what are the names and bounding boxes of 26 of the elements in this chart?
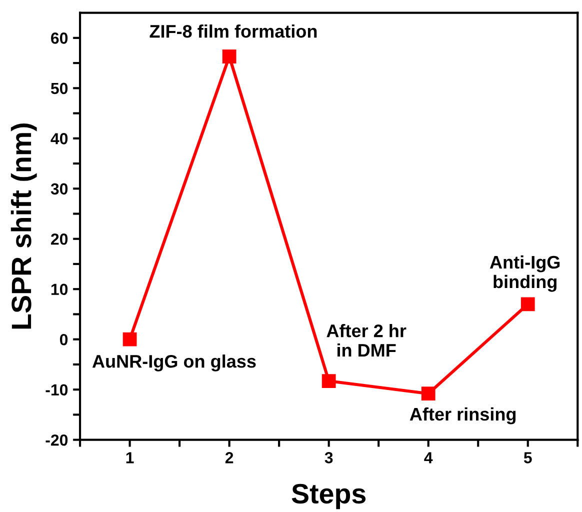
annotation: After 2 hr in DMF <box>326 324 406 357</box>
annotation: After rinsing <box>410 407 516 424</box>
x-tick-label: 1 <box>126 452 134 464</box>
y-tick-label: 20 <box>51 233 68 245</box>
point <box>122 332 137 346</box>
point <box>222 50 236 64</box>
point <box>520 297 535 312</box>
y-tick-label: 40 <box>50 133 68 144</box>
point <box>322 374 336 388</box>
y-tick-label: 60 <box>51 32 68 44</box>
x-tick-label: 4 <box>424 452 433 464</box>
y-tick-label: 0 <box>60 334 68 346</box>
y-tick-label: 50 <box>50 82 68 94</box>
annotation: ZIF-8 film formation <box>150 24 317 38</box>
y-tick-label: -20 <box>46 434 68 446</box>
annotation: Anti-IgG binding <box>490 255 560 292</box>
x-tick-label: 2 <box>225 452 234 464</box>
y-axis-title: LSPR shift (nm) <box>10 124 37 329</box>
point <box>421 386 436 401</box>
x-tick-label: 5 <box>524 452 532 464</box>
x-axis-title: Steps <box>292 484 366 510</box>
y-tick-label: -10 <box>46 384 68 396</box>
y-tick-label: 30 <box>50 183 68 195</box>
annotation: AuNR-IgG on glass <box>92 354 256 372</box>
y-tick-label: 10 <box>51 284 68 296</box>
x-tick-label: 3 <box>324 452 333 464</box>
